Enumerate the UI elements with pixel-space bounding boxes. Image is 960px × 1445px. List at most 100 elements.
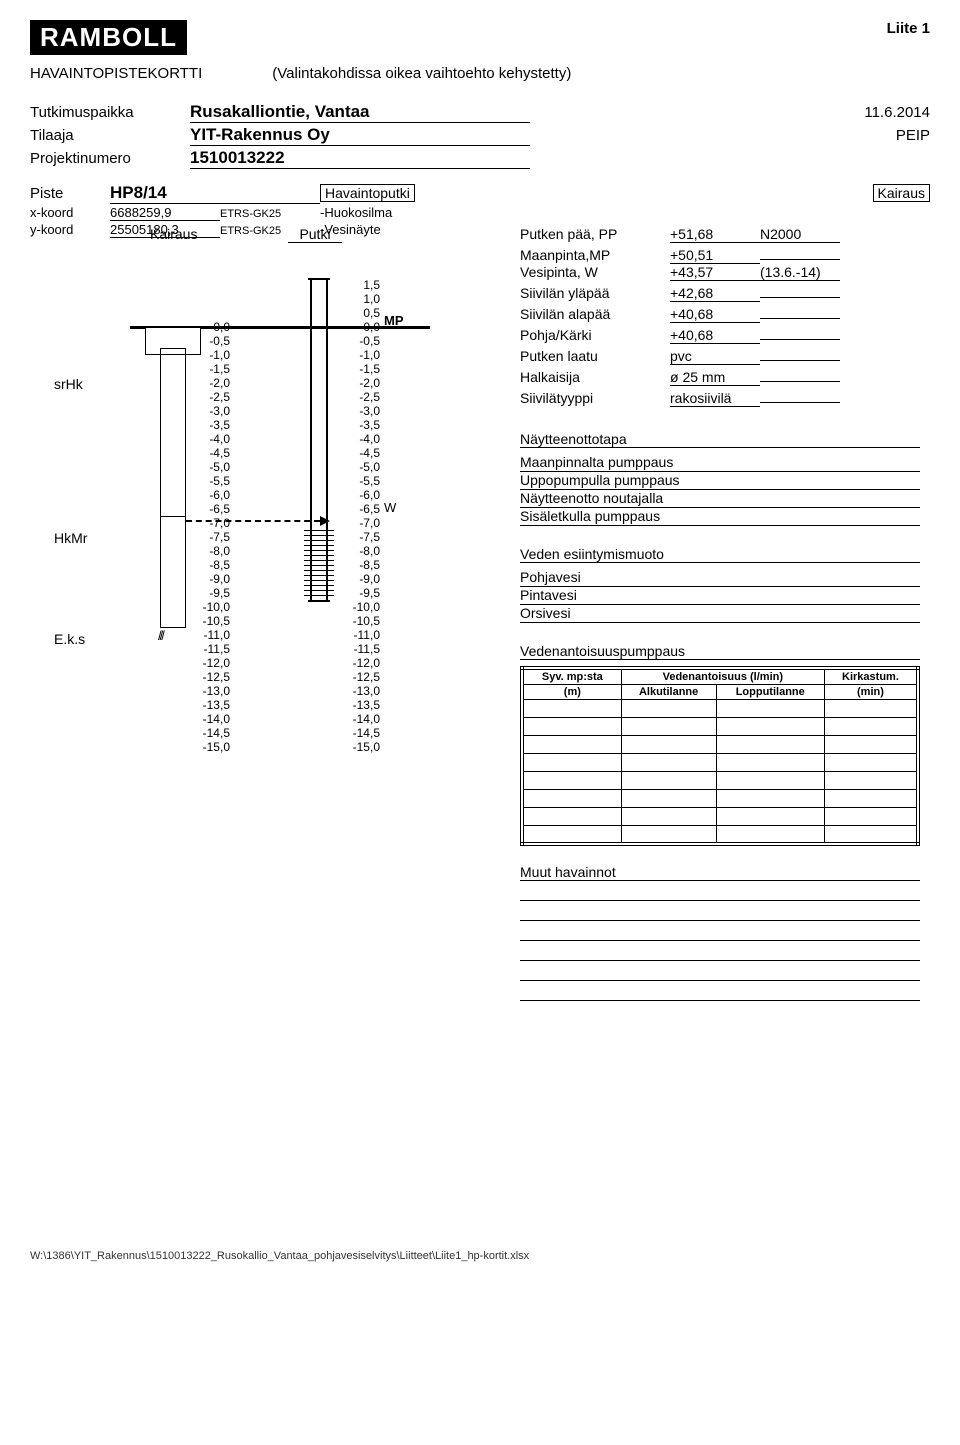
tick-right: 1,0 [340, 292, 380, 306]
soil-eks: E.k.s [54, 631, 85, 647]
huokosilma: -Huokosilma [320, 205, 450, 220]
tick-left: -13,0 [190, 684, 230, 698]
prop-unit: N2000 [760, 226, 840, 243]
tick-left: -14,0 [190, 712, 230, 726]
tick-left: -11,0 [190, 628, 230, 642]
tick-left: -5,0 [190, 460, 230, 474]
top-row: RAMBOLL Liite 1 [30, 20, 930, 57]
tick-right: -14,0 [340, 712, 380, 726]
tick-right: -4,5 [340, 446, 380, 460]
putki-hatch [304, 530, 334, 600]
tick-right: -7,0 [340, 516, 380, 530]
soil-hkmr: HkMr [54, 530, 87, 546]
footer-path: W:\1386\YIT_Rakennus\1510013222_Rusokall… [30, 1250, 930, 1262]
col-kairaus-header: Kairaus [150, 226, 197, 242]
tick-left: -4,5 [190, 446, 230, 460]
mp-label: MP [384, 313, 404, 328]
tick-right: -9,5 [340, 586, 380, 600]
tick-right: -1,0 [340, 348, 380, 362]
page: RAMBOLL Liite 1 HAVAINTOPISTEKORTTI (Val… [0, 0, 960, 1282]
tick-left: -7,0 [190, 516, 230, 530]
tick-right: -12,0 [340, 656, 380, 670]
proj-label: Projektinumero [30, 150, 190, 167]
putki-cap [308, 278, 330, 280]
tick-right: -15,0 [340, 740, 380, 754]
date: 11.6.2014 [864, 104, 930, 121]
place-value: Rusakalliontie, Vantaa [190, 102, 530, 123]
tick-right: -6,5 [340, 502, 380, 516]
tick-right: 1,5 [340, 278, 380, 292]
proj-value: 1510013222 [190, 148, 530, 169]
place-label: Tutkimuspaikka [30, 104, 190, 121]
tick-left: -10,5 [190, 614, 230, 628]
tick-left: -8,5 [190, 558, 230, 572]
tick-right: -8,0 [340, 544, 380, 558]
tick-left: -2,5 [190, 390, 230, 404]
tick-right: -11,0 [340, 628, 380, 642]
x-val: 6688259,9 [110, 205, 220, 221]
soil-srhk: srHk [54, 376, 83, 392]
tick-right: -8,5 [340, 558, 380, 572]
header-info: Tutkimuspaikka Rusakalliontie, Vantaa 11… [30, 102, 930, 169]
tick-right: -10,0 [340, 600, 380, 614]
col-putki-header: Putki [288, 226, 342, 243]
kairaus-col [160, 348, 186, 628]
tick-right: -2,5 [340, 390, 380, 404]
attachment-label: Liite 1 [887, 20, 930, 37]
tick-right: -13,5 [340, 698, 380, 712]
tick-left: -13,5 [190, 698, 230, 712]
tick-right: -6,0 [340, 488, 380, 502]
tick-right: -1,5 [340, 362, 380, 376]
tick-left: -2,0 [190, 376, 230, 390]
boxed-havaintoputki: Havaintoputki [320, 184, 415, 202]
tick-left: -9,5 [190, 586, 230, 600]
kairaus-sep [160, 516, 186, 517]
tick-left: -15,0 [190, 740, 230, 754]
point-row: Piste HP8/14 Havaintoputki Kairaus [30, 183, 930, 204]
tick-right: -9,0 [340, 572, 380, 586]
tick-right: -2,0 [340, 376, 380, 390]
tick-left: -6,0 [190, 488, 230, 502]
logo: RAMBOLL [30, 20, 187, 57]
y-label: y-koord [30, 222, 110, 237]
x-label: x-koord [30, 205, 110, 220]
tick-right: -5,0 [340, 460, 380, 474]
point-value: HP8/14 [110, 183, 320, 204]
prop-value: +51,68 [670, 226, 760, 243]
tick-right: -7,5 [340, 530, 380, 544]
tick-right: -5,5 [340, 474, 380, 488]
putki-cap-bot [308, 600, 330, 602]
tick-left: -7,5 [190, 530, 230, 544]
diagram: Kairaus Putki 1,51,00,50,00,0MP-0,5-0,5-… [30, 250, 930, 1230]
tick-left: -6,5 [190, 502, 230, 516]
w-label: W [384, 500, 396, 515]
tick-left: -4,0 [190, 432, 230, 446]
tick-right: -10,5 [340, 614, 380, 628]
prop-label: Putken pää, PP [520, 226, 670, 242]
client-code: PEIP [896, 127, 930, 144]
client-value: YIT-Rakennus Oy [190, 125, 530, 146]
boxed-kairaus: Kairaus [873, 184, 930, 202]
tick-left: -12,0 [190, 656, 230, 670]
tick-right: -3,5 [340, 418, 380, 432]
tick-right: -3,0 [340, 404, 380, 418]
tick-right: -14,5 [340, 726, 380, 740]
doc-subtitle: (Valintakohdissa oikea vaihtoehto kehyst… [272, 65, 571, 82]
tick-left: -9,0 [190, 572, 230, 586]
arrow-dash [186, 520, 320, 522]
doc-title: HAVAINTOPISTEKORTTI [30, 65, 202, 82]
tick-right: -0,5 [340, 334, 380, 348]
tick-left: -12,5 [190, 670, 230, 684]
tick-left: -8,0 [190, 544, 230, 558]
tick-right: 0,5 [340, 306, 380, 320]
tick-right: -11,5 [340, 642, 380, 656]
tick-left: -5,5 [190, 474, 230, 488]
eks-mark: /// [158, 628, 163, 643]
point-label: Piste [30, 185, 110, 202]
tick-left: -10,0 [190, 600, 230, 614]
tick-left: -14,5 [190, 726, 230, 740]
client-label: Tilaaja [30, 127, 190, 144]
tick-left: -1,5 [190, 362, 230, 376]
tick-right: -12,5 [340, 670, 380, 684]
tick-right: 0,0 [340, 320, 380, 334]
